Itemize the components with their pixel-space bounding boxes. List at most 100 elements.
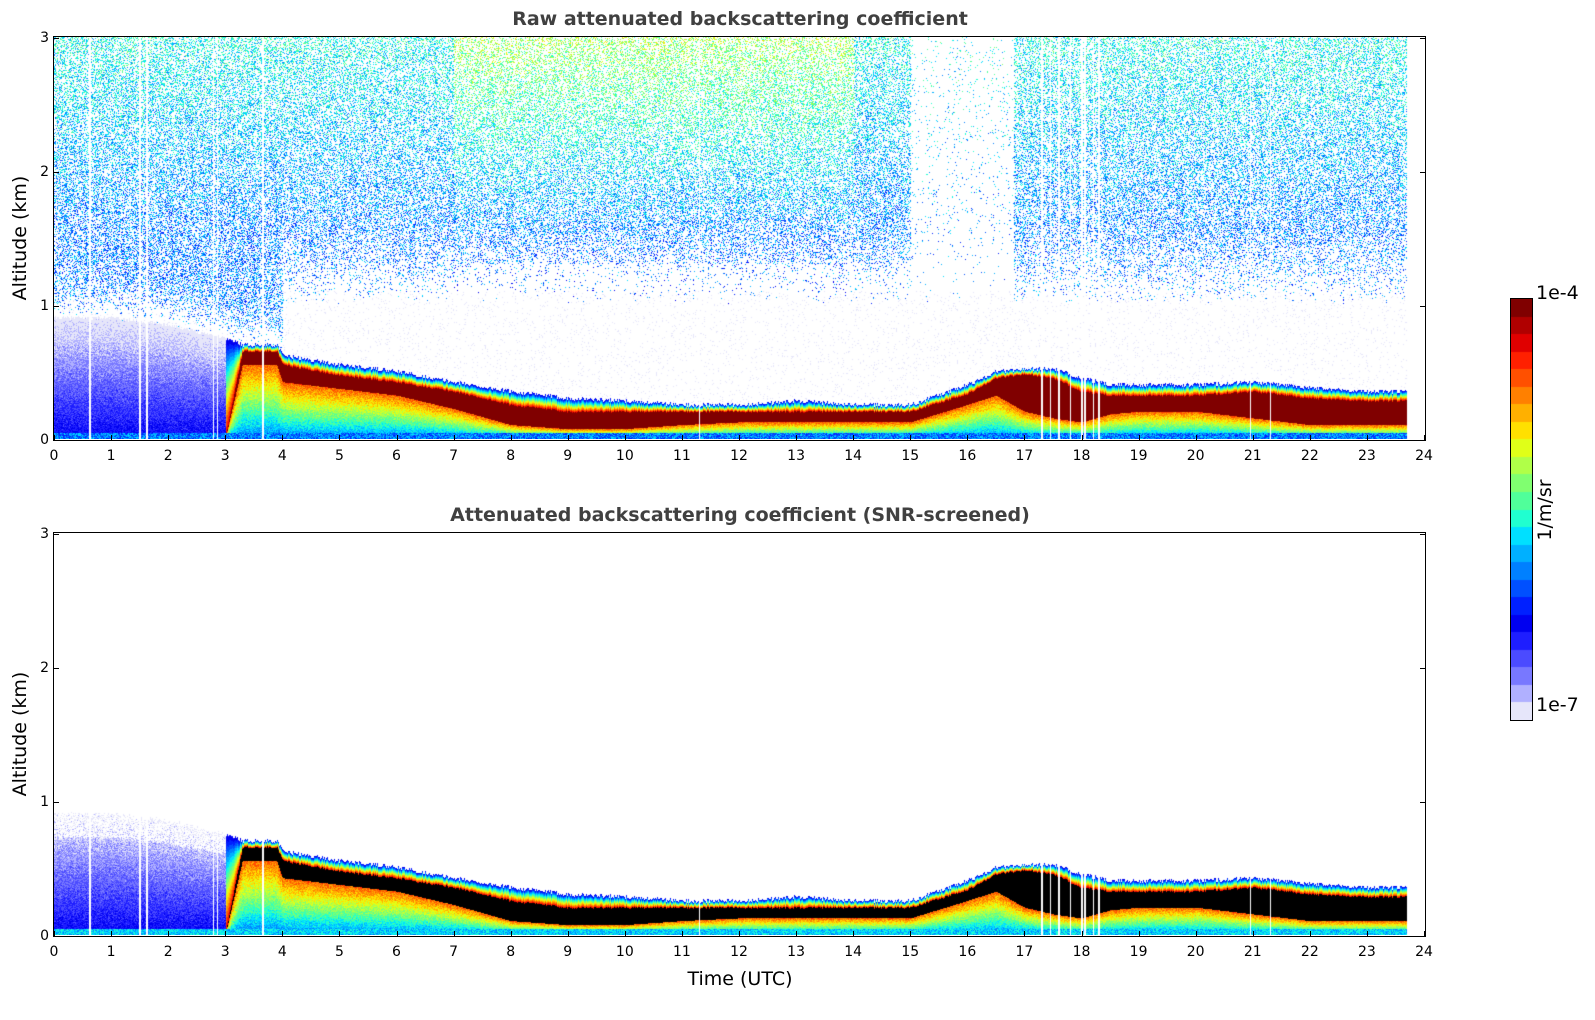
top-chart-title: Raw attenuated backscattering coefficien… bbox=[512, 8, 968, 30]
x-tick-mark bbox=[111, 931, 113, 937]
colorbar-min-label: 1e-7 bbox=[1536, 694, 1579, 716]
x-tick-label: 2 bbox=[163, 448, 173, 464]
x-tick-mark bbox=[853, 435, 855, 441]
x-tick-label: 19 bbox=[1129, 448, 1148, 464]
x-tick-label: 22 bbox=[1300, 944, 1319, 960]
x-tick-mark bbox=[339, 931, 341, 937]
y-tick-mark bbox=[53, 440, 59, 441]
x-tick-mark bbox=[1195, 435, 1197, 441]
x-tick-mark bbox=[1138, 931, 1140, 937]
x-tick-label: 2 bbox=[163, 944, 173, 960]
y-tick-mark bbox=[53, 936, 59, 937]
x-tick-label: 3 bbox=[220, 448, 230, 464]
x-tick-mark bbox=[225, 435, 227, 441]
x-tick-label: 18 bbox=[1072, 944, 1091, 960]
y-tick-label: 1 bbox=[40, 298, 49, 314]
x-tick-label: 1 bbox=[106, 944, 116, 960]
x-tick-mark bbox=[910, 931, 912, 937]
x-tick-mark bbox=[54, 931, 55, 937]
y-tick-mark bbox=[1420, 38, 1426, 39]
x-tick-mark bbox=[796, 435, 798, 441]
x-tick-label: 24 bbox=[1415, 448, 1433, 464]
x-tick-mark bbox=[1252, 931, 1254, 937]
x-tick-mark bbox=[339, 435, 341, 441]
y-tick-mark bbox=[1420, 440, 1426, 441]
y-tick-label: 2 bbox=[40, 164, 49, 180]
x-tick-mark bbox=[225, 931, 227, 937]
bottom-chart-ylabel: Altitude (km) bbox=[9, 671, 31, 797]
x-tick-label: 3 bbox=[220, 944, 230, 960]
x-tick-mark bbox=[1081, 435, 1083, 441]
x-tick-label: 13 bbox=[787, 944, 805, 960]
x-tick-label: 14 bbox=[844, 944, 863, 960]
y-tick-mark bbox=[1420, 802, 1426, 803]
x-tick-label: 16 bbox=[958, 448, 977, 464]
x-tick-mark bbox=[1138, 435, 1140, 441]
x-tick-mark bbox=[510, 435, 512, 441]
x-tick-label: 0 bbox=[49, 448, 59, 464]
y-tick-mark bbox=[1420, 172, 1426, 173]
y-tick-mark bbox=[53, 172, 59, 173]
x-tick-mark bbox=[168, 931, 170, 937]
x-tick-label: 9 bbox=[563, 944, 573, 960]
x-tick-mark bbox=[624, 435, 626, 441]
x-tick-label: 4 bbox=[277, 448, 287, 464]
colorbar-max-label: 1e-4 bbox=[1536, 282, 1579, 304]
bottom-chart-heatmap bbox=[54, 533, 1424, 935]
x-tick-mark bbox=[967, 435, 969, 441]
x-tick-mark bbox=[396, 435, 398, 441]
x-tick-mark bbox=[54, 435, 55, 441]
x-tick-mark bbox=[453, 435, 455, 441]
y-tick-mark bbox=[53, 38, 59, 39]
top-chart-ylabel: Altitude (km) bbox=[9, 175, 31, 301]
x-tick-mark bbox=[853, 931, 855, 937]
top-chart-axes bbox=[53, 36, 1426, 441]
x-tick-label: 15 bbox=[901, 944, 920, 960]
y-tick-mark bbox=[1420, 668, 1426, 669]
x-tick-label: 11 bbox=[672, 944, 691, 960]
x-tick-label: 16 bbox=[958, 944, 977, 960]
x-tick-mark bbox=[1024, 435, 1026, 441]
x-tick-mark bbox=[1424, 931, 1425, 937]
y-tick-label: 0 bbox=[40, 432, 49, 448]
x-tick-mark bbox=[624, 931, 626, 937]
x-tick-label: 6 bbox=[392, 944, 401, 960]
y-tick-label: 1 bbox=[40, 794, 49, 810]
x-tick-label: 23 bbox=[1357, 448, 1376, 464]
y-tick-label: 0 bbox=[40, 928, 49, 944]
top-chart-heatmap bbox=[54, 37, 1424, 439]
x-tick-mark bbox=[1309, 931, 1311, 937]
x-tick-mark bbox=[1252, 435, 1254, 441]
x-tick-label: 20 bbox=[1186, 448, 1205, 464]
x-tick-mark bbox=[910, 435, 912, 441]
y-tick-label: 3 bbox=[40, 30, 49, 46]
x-tick-label: 7 bbox=[449, 448, 459, 464]
colorbar bbox=[1510, 298, 1533, 721]
x-tick-mark bbox=[967, 931, 969, 937]
x-tick-label: 13 bbox=[787, 448, 805, 464]
y-tick-mark bbox=[53, 668, 59, 669]
x-tick-mark bbox=[681, 931, 683, 937]
y-tick-label: 3 bbox=[40, 526, 49, 542]
x-tick-label: 11 bbox=[672, 448, 691, 464]
x-tick-label: 9 bbox=[563, 448, 573, 464]
x-tick-mark bbox=[1309, 435, 1311, 441]
x-tick-mark bbox=[282, 435, 284, 441]
x-tick-mark bbox=[453, 931, 455, 937]
x-tick-label: 21 bbox=[1243, 944, 1262, 960]
x-tick-mark bbox=[681, 435, 683, 441]
x-tick-mark bbox=[510, 931, 512, 937]
x-tick-label: 21 bbox=[1243, 448, 1262, 464]
x-tick-label: 5 bbox=[334, 448, 344, 464]
colorbar-unit-label: 1/m/sr bbox=[1534, 479, 1556, 541]
x-tick-label: 23 bbox=[1357, 944, 1376, 960]
x-tick-label: 8 bbox=[506, 448, 516, 464]
x-tick-label: 12 bbox=[730, 944, 748, 960]
x-tick-label: 1 bbox=[106, 448, 116, 464]
x-tick-label: 20 bbox=[1186, 944, 1205, 960]
x-tick-label: 17 bbox=[1015, 448, 1034, 464]
x-tick-label: 0 bbox=[49, 944, 59, 960]
x-tick-mark bbox=[168, 435, 170, 441]
x-tick-label: 6 bbox=[392, 448, 401, 464]
x-tick-label: 22 bbox=[1300, 448, 1319, 464]
